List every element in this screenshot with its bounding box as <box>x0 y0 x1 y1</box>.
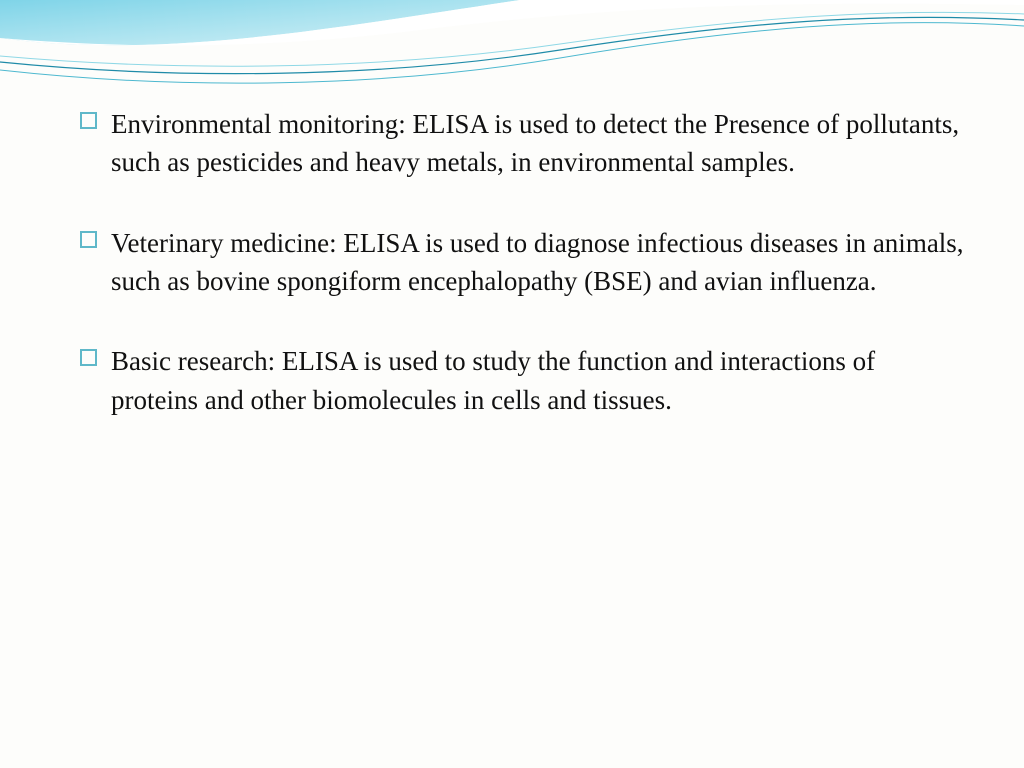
bullet-text: Veterinary medicine: ELISA is used to di… <box>111 224 964 301</box>
square-bullet-icon <box>80 349 97 366</box>
square-bullet-icon <box>80 231 97 248</box>
bullet-text: Environmental monitoring: ELISA is used … <box>111 105 964 182</box>
slide: Environmental monitoring: ELISA is used … <box>0 0 1024 768</box>
wave-header-decoration <box>0 0 1024 120</box>
list-item: Veterinary medicine: ELISA is used to di… <box>80 224 964 301</box>
list-item: Basic research: ELISA is used to study t… <box>80 342 964 419</box>
bullet-text: Basic research: ELISA is used to study t… <box>111 342 964 419</box>
slide-body: Environmental monitoring: ELISA is used … <box>80 105 964 461</box>
square-bullet-icon <box>80 112 97 129</box>
list-item: Environmental monitoring: ELISA is used … <box>80 105 964 182</box>
